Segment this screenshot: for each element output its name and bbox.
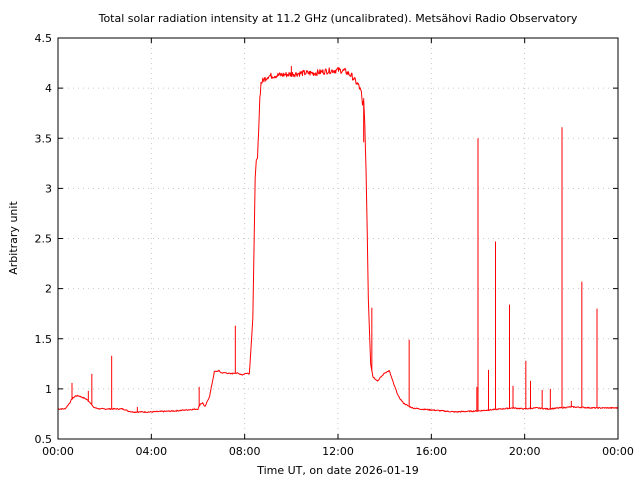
y-tick-label: 1.5 <box>35 333 53 346</box>
y-tick-label: 2 <box>45 283 52 296</box>
y-tick-label: 4 <box>45 82 52 95</box>
chart-title: Total solar radiation intensity at 11.2 … <box>98 12 578 25</box>
axis-ticks: 0.5 1 1.5 2 2.5 3 3.5 4 4.5 00:00 04:00 08:00 12:00 1… <box>35 32 634 458</box>
grid <box>58 38 618 439</box>
data-spikes <box>71 66 598 412</box>
x-tick-label: 12:00 <box>322 445 354 458</box>
y-tick-label: 3.5 <box>35 132 53 145</box>
y-tick-label: 0.5 <box>35 433 53 446</box>
y-tick-label: 2.5 <box>35 233 53 246</box>
x-tick-label: 20:00 <box>509 445 541 458</box>
x-tick-label: 04:00 <box>135 445 167 458</box>
y-axis-label: Arbitrary unit <box>7 201 20 275</box>
x-tick-label: 16:00 <box>415 445 447 458</box>
y-tick-label: 1 <box>45 383 52 396</box>
data-series <box>57 66 619 414</box>
series-line <box>57 66 619 414</box>
x-tick-label: 00:00 <box>602 445 634 458</box>
y-tick-label: 3 <box>45 182 52 195</box>
x-tick-label: 08:00 <box>229 445 261 458</box>
x-axis-label: Time UT, on date 2026-01-19 <box>256 464 419 477</box>
y-tick-label: 4.5 <box>35 32 53 45</box>
x-tick-label: 00:00 <box>42 445 74 458</box>
